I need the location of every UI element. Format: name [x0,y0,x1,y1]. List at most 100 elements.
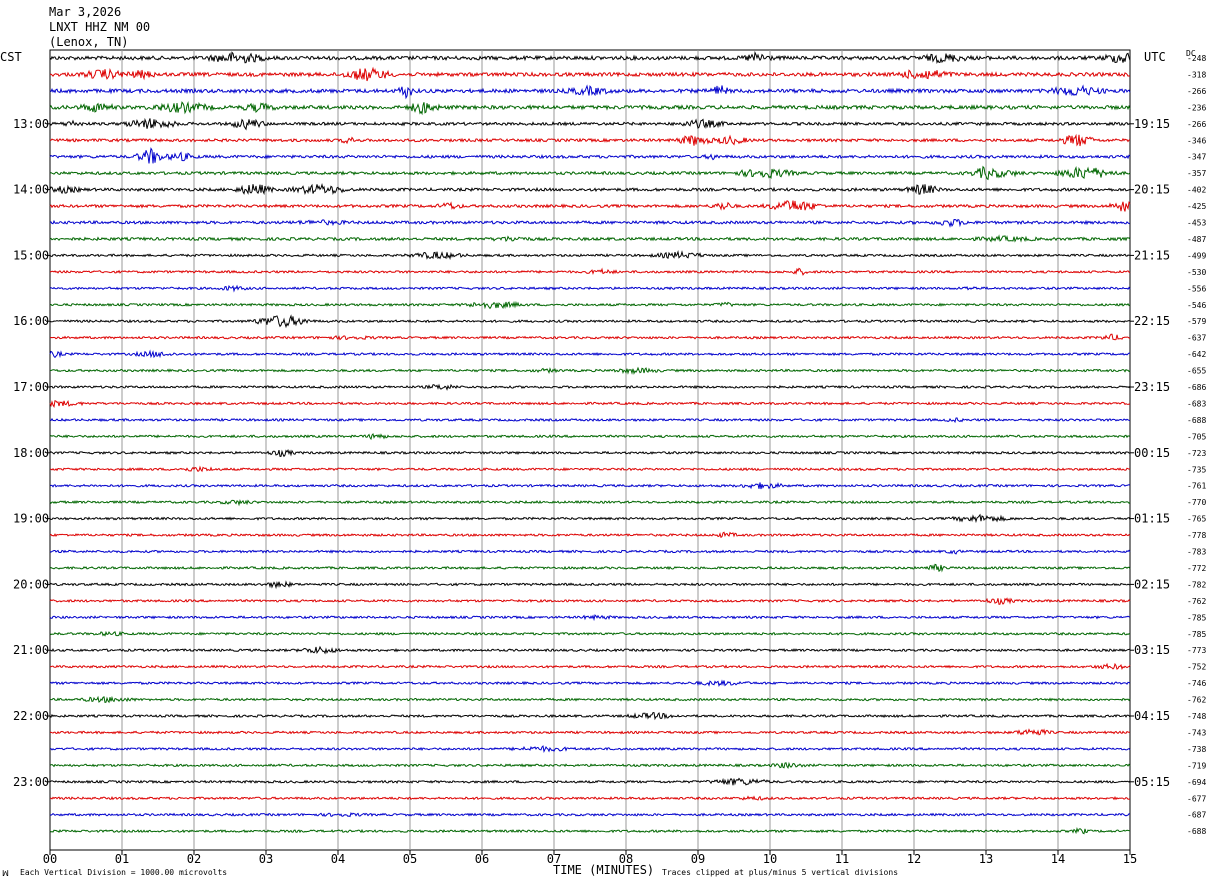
dc-offset-label: -694 [1187,778,1206,787]
trace-line [49,630,1131,637]
trace-line [49,432,1131,441]
trace-line [49,614,1131,622]
right-hour-label: 20:15 [1134,183,1170,197]
dc-offset-label: -248 [1187,54,1206,63]
left-hour-label: 20:00 [13,577,49,591]
dc-offset-label: -688 [1187,416,1206,425]
trace-line [49,481,1131,490]
dc-offset-label: -782 [1187,580,1206,589]
dc-offset-label: -453 [1187,219,1206,228]
trace-line [49,218,1131,228]
plot-frame [49,49,1131,851]
trace-line [49,147,1131,164]
location-label: (Lenox, TN) [49,35,128,49]
dc-offset-label: -773 [1187,646,1206,655]
seismic-traces [49,50,1131,835]
trace-line [49,50,1131,64]
footer-scale-note: Each Vertical Division = 1000.00 microvo… [20,868,227,877]
dc-offset-label: -487 [1187,235,1206,244]
dc-offset-label: -762 [1187,597,1206,606]
dc-offset-label: -719 [1187,761,1206,770]
right-hour-label: 01:15 [1134,512,1170,526]
x-tick-label: 01 [115,852,129,866]
dc-offset-label: -318 [1187,71,1206,80]
right-hour-label: 00:15 [1134,446,1170,460]
trace-line [49,531,1131,539]
x-tick-label: 13 [979,852,993,866]
trace-line [49,777,1131,786]
left-hour-label: 21:00 [13,643,49,657]
dc-offset-label: -761 [1187,482,1206,491]
trace-line [49,580,1131,590]
x-tick-label: 11 [835,852,849,866]
trace-line [49,712,1131,721]
x-tick-label: 03 [259,852,273,866]
dc-offset-label: -688 [1187,827,1206,836]
trace-line [49,284,1131,293]
grid-lines [46,49,1134,855]
right-hour-label: 05:15 [1134,775,1170,789]
right-hour-label: 21:15 [1134,248,1170,262]
footer-clip-note: Traces clipped at plus/minus 5 vertical … [662,868,898,877]
dc-offset-label: -266 [1187,87,1206,96]
trace-line [49,300,1131,310]
trace-line [50,333,1131,341]
dc-offset-label: -778 [1187,531,1206,540]
x-tick-label: 05 [403,852,417,866]
dc-offset-label: -357 [1187,169,1206,178]
right-hour-label: 22:15 [1134,314,1170,328]
trace-line [49,662,1131,671]
trace-line [49,366,1131,375]
dc-offset-label: -346 [1187,136,1206,145]
dc-offset-label: -677 [1187,794,1206,803]
dc-offset-label: -579 [1187,317,1206,326]
station-label: LNXT HHZ NM 00 [49,20,150,34]
right-hour-label: 23:15 [1134,380,1170,394]
trace-line [49,314,1131,329]
trace-line [49,101,1131,116]
dc-offset-label: -748 [1187,712,1206,721]
x-tick-label: 14 [1051,852,1065,866]
axis-labels: 00 01 02 03 04 05 06 07 08 09 10 11 12 13 14 15 -248 -318… [13,54,1206,866]
trace-line [49,812,1131,818]
trace-line [49,66,1131,82]
dc-offset-label: -770 [1187,498,1206,507]
dc-offset-label: -752 [1187,663,1206,672]
dc-offset-label: -765 [1187,515,1206,524]
dc-offset-label: -655 [1187,367,1206,376]
left-hour-label: 15:00 [13,248,49,262]
trace-line [49,695,1131,704]
x-tick-label: 02 [187,852,201,866]
trace-line [49,117,1131,131]
trace-line [49,165,1131,181]
dc-offset-label: -723 [1187,449,1206,458]
dc-offset-label: -683 [1187,399,1206,408]
dc-offset-label: -738 [1187,745,1206,754]
dc-offset-label: -772 [1187,564,1206,573]
trace-line [49,417,1131,424]
dc-offset-label: -642 [1187,350,1206,359]
trace-line [49,761,1131,769]
dc-offset-label: -347 [1187,153,1206,162]
trace-line [50,133,1131,147]
date-label: Mar 3,2026 [49,5,121,19]
right-hour-label: 02:15 [1134,577,1170,591]
dc-offset-label: -425 [1187,202,1206,211]
left-hour-label: 14:00 [13,183,49,197]
dc-offset-label: -785 [1187,630,1206,639]
trace-line [49,383,1131,391]
trace-line [49,399,1131,408]
trace-line [49,84,1131,100]
right-timezone-label: UTC [1144,50,1166,64]
x-tick-label: 04 [331,852,345,866]
left-hour-label: 22:00 [13,709,49,723]
trace-line [49,795,1131,801]
dc-offset-label: -402 [1187,186,1206,195]
dc-column-label: DC [1186,49,1196,58]
x-tick-label: 12 [907,852,921,866]
dc-offset-label: -687 [1187,811,1206,820]
trace-line [49,513,1131,524]
dc-offset-label: -499 [1187,251,1206,260]
left-hour-label: 16:00 [13,314,49,328]
